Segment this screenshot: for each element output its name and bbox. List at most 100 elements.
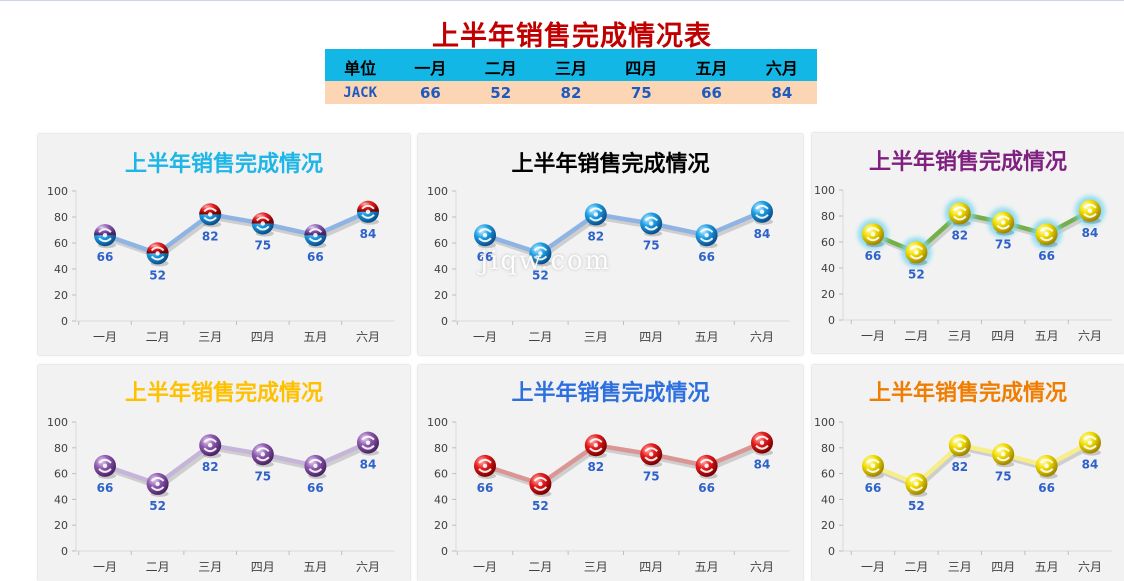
data-label: 66: [865, 249, 882, 263]
value-cell[interactable]: 66: [395, 81, 466, 104]
line-chart: 0 20 40 60 80 100 一月 二月 三月 四月 五月 六月 66 52 82 75 66 84: [814, 416, 1112, 574]
data-point-marker[interactable]: [474, 454, 496, 479]
data-point-marker[interactable]: [1035, 454, 1058, 479]
header-unit-cell[interactable]: 单位: [325, 49, 396, 81]
x-tick-label: 五月: [303, 560, 327, 574]
data-point-marker[interactable]: [474, 224, 496, 249]
data-label: 52: [532, 268, 549, 282]
data-point-marker[interactable]: [948, 434, 971, 459]
data-point-marker[interactable]: [304, 454, 327, 479]
x-tick-label: 五月: [1035, 560, 1059, 574]
header-month-cell[interactable]: 一月: [395, 49, 466, 81]
data-point-marker[interactable]: [529, 242, 552, 267]
data-point-marker[interactable]: [94, 224, 116, 249]
data-point-marker[interactable]: [695, 454, 718, 479]
data-point-marker[interactable]: [146, 242, 169, 267]
line-chart: 0 20 40 60 80 100 一月 二月 三月 四月 五月 六月 66 52 82 75 66 84: [814, 184, 1112, 343]
y-tick-label: 0: [61, 315, 68, 328]
line-chart: 0 20 40 60 80 100 一月 二月 三月 四月 五月 六月 66 52 82 75 66 84: [47, 185, 395, 344]
chart-panel-2[interactable]: 上半年销售完成情况 0 20 40 60 80 100 一月 二月 三月 四月 五月 六月 66 52 82…: [418, 134, 803, 355]
data-label: 82: [587, 229, 604, 243]
data-point-marker[interactable]: [357, 431, 379, 456]
x-tick-label: 二月: [904, 329, 928, 343]
x-tick-label: 三月: [584, 560, 608, 574]
y-tick-label: 20: [434, 289, 448, 302]
data-label: 82: [202, 460, 219, 474]
line-chart: 0 20 40 60 80 100 一月 二月 三月 四月 五月 六月 66 52 82 75 66 84: [47, 416, 395, 574]
data-point-marker[interactable]: [858, 219, 888, 250]
data-point-marker[interactable]: [1075, 195, 1105, 226]
header-month-cell[interactable]: 二月: [465, 49, 536, 81]
data-label: 75: [995, 238, 1012, 252]
data-point-marker[interactable]: [988, 207, 1019, 238]
data-label: 84: [754, 227, 771, 241]
y-tick-label: 80: [54, 442, 68, 455]
data-point-marker[interactable]: [251, 212, 274, 237]
y-tick-label: 0: [441, 545, 448, 558]
chart-panel-3[interactable]: 上半年销售完成情况 0 20 40 60 80 100 一月 二月 三月 四月 五月 六月 66 52 82…: [812, 133, 1124, 353]
row-name-cell[interactable]: JACK: [325, 81, 396, 104]
x-tick-label: 三月: [948, 329, 972, 343]
data-label: 66: [477, 250, 494, 264]
data-point-marker[interactable]: [304, 224, 327, 249]
header-month-cell[interactable]: 五月: [676, 49, 747, 81]
data-point-marker[interactable]: [640, 443, 663, 468]
chart-title: 上半年销售完成情况: [868, 150, 1067, 175]
chart-panel-6[interactable]: 上半年销售完成情况 0 20 40 60 80 100 一月 二月 三月 四月 五月 六月 66 52 82…: [812, 365, 1124, 581]
data-point-marker[interactable]: [584, 203, 607, 228]
data-point-marker[interactable]: [251, 443, 274, 468]
value-cell[interactable]: 66: [676, 81, 747, 104]
data-point-marker[interactable]: [640, 212, 663, 237]
data-point-marker[interactable]: [584, 434, 607, 459]
x-tick-label: 六月: [356, 330, 380, 344]
y-tick-label: 0: [828, 545, 835, 558]
data-point-marker[interactable]: [992, 443, 1015, 468]
chart-title: 上半年销售完成情况: [124, 152, 323, 177]
y-tick-label: 40: [54, 493, 68, 506]
chart-panel-4[interactable]: 上半年销售完成情况 0 20 40 60 80 100 一月 二月 三月 四月 五月 六月 66 52 82…: [38, 365, 410, 581]
x-tick-label: 三月: [948, 560, 972, 574]
data-label: 66: [1038, 249, 1055, 263]
data-point-marker[interactable]: [529, 472, 552, 497]
header-month-cell[interactable]: 三月: [535, 49, 607, 81]
y-tick-label: 60: [434, 237, 448, 250]
y-tick-label: 20: [821, 288, 835, 301]
value-cell[interactable]: 75: [606, 81, 677, 104]
chart-panel-5[interactable]: 上半年销售完成情况 0 20 40 60 80 100 一月 二月 三月 四月 五月 六月 66 52 82…: [418, 365, 803, 581]
y-tick-label: 0: [441, 315, 448, 328]
data-point-marker[interactable]: [357, 200, 379, 225]
data-point-marker[interactable]: [146, 472, 169, 497]
data-point-marker[interactable]: [94, 454, 116, 479]
data-point-marker[interactable]: [944, 198, 975, 229]
data-label: 82: [202, 229, 219, 243]
data-point-marker[interactable]: [862, 454, 884, 479]
data-point-marker[interactable]: [751, 431, 773, 456]
value-cell[interactable]: 82: [535, 81, 607, 104]
data-point-marker[interactable]: [751, 200, 773, 225]
spreadsheet-grid-edge: [0, 0, 1124, 5]
x-tick-label: 三月: [198, 560, 222, 574]
data-point-marker[interactable]: [199, 434, 222, 459]
data-point-marker[interactable]: [1031, 219, 1062, 250]
y-tick-label: 60: [434, 468, 448, 481]
header-month-cell[interactable]: 六月: [746, 49, 817, 81]
data-point-marker[interactable]: [199, 203, 222, 228]
chart-panel-1[interactable]: 上半年销售完成情况 0 20 40 60 80 100 一月 二月 三月 四月 五月 六月 66 52 82…: [38, 134, 410, 355]
value-cell[interactable]: 52: [465, 81, 536, 104]
y-tick-label: 20: [821, 519, 835, 532]
data-label: 52: [908, 499, 925, 513]
x-tick-label: 六月: [1078, 560, 1102, 574]
x-tick-label: 三月: [584, 330, 608, 344]
value-cell[interactable]: 84: [746, 81, 817, 104]
data-point-marker[interactable]: [1079, 431, 1101, 456]
data-point-marker[interactable]: [901, 237, 932, 268]
data-point-marker[interactable]: [695, 224, 718, 249]
data-label: 75: [643, 469, 660, 483]
y-tick-label: 20: [434, 519, 448, 532]
line-chart: 0 20 40 60 80 100 一月 二月 三月 四月 五月 六月 66 52 82 75 66 84: [427, 185, 790, 344]
data-point-marker[interactable]: [905, 472, 928, 497]
x-tick-label: 四月: [251, 330, 275, 344]
data-label: 75: [643, 239, 660, 253]
table-header-row: 单位 一月 二月 三月 四月 五月 六月: [325, 49, 817, 81]
header-month-cell[interactable]: 四月: [606, 49, 677, 81]
